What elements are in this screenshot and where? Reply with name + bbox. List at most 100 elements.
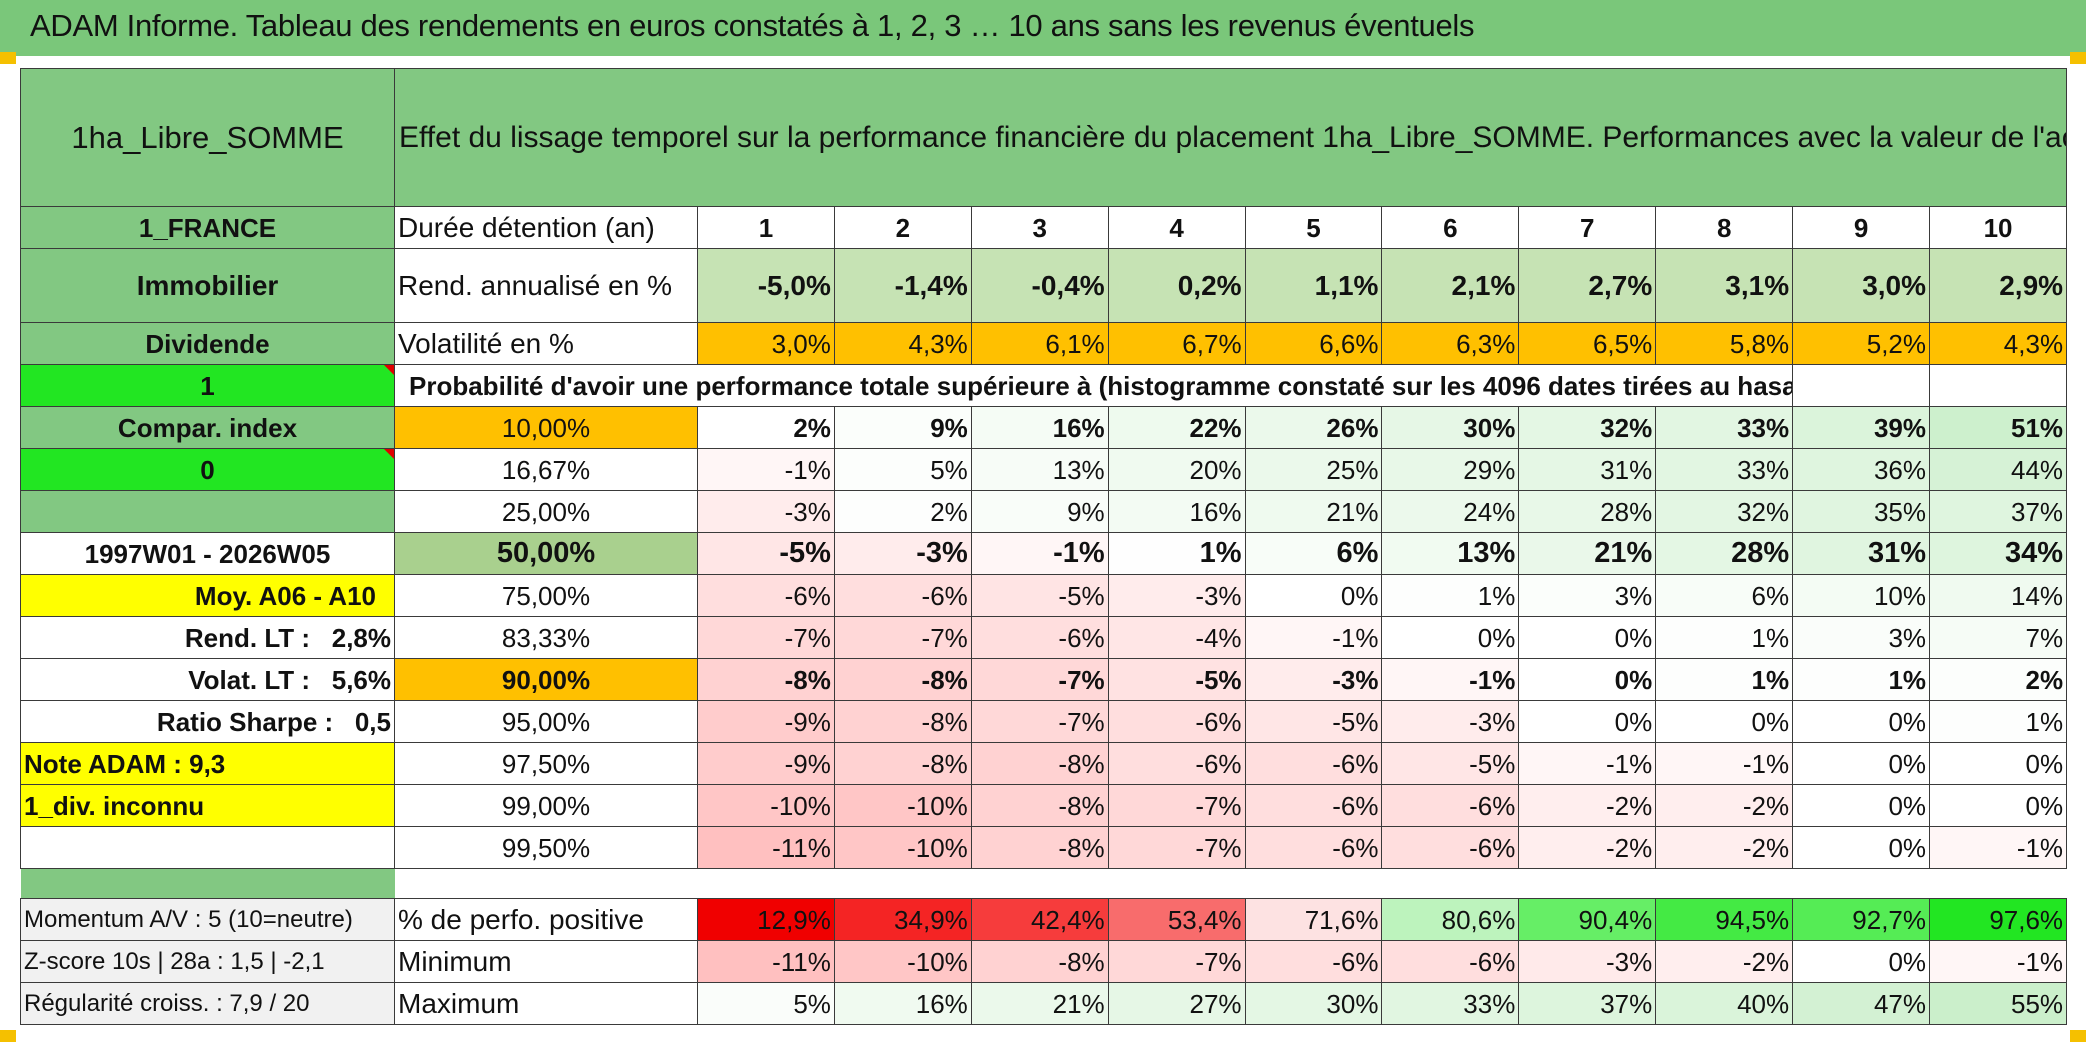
percentile-cell: 13%: [970, 448, 1109, 491]
percentile-label: 97,50%: [394, 742, 698, 785]
percentile-cell: 39%: [1792, 406, 1931, 449]
percentile-cell: 0%: [1792, 742, 1931, 785]
maximum-row: Régularité croiss. : 7,9 / 20 Maximum 5%…: [20, 982, 2068, 1025]
spacer-cell: [394, 868, 2067, 899]
percentile-cell: -8%: [970, 784, 1109, 827]
maximum-cell: 33%: [1381, 982, 1520, 1025]
rend-lt: Rend. LT : 2,8%: [20, 616, 395, 659]
positive-label: % de perfo. positive: [394, 898, 698, 941]
moy-label: Moy. A06 - A10: [20, 574, 395, 617]
flag-one: 1: [20, 364, 395, 407]
prob-title-row: 1 Probabilité d'avoir une performance to…: [20, 364, 2068, 407]
percentile-cell: -5%: [1107, 658, 1246, 701]
percentile-cell: 0%: [1518, 700, 1657, 743]
percentile-row: Moy. A06 - A10 75,00% -6% -6% -5% -3% 0%…: [20, 574, 2068, 617]
percentile-cell: 35%: [1792, 490, 1931, 533]
percentile-cell: 33%: [1655, 406, 1794, 449]
percentile-cell: -6%: [1244, 742, 1383, 785]
percentile-row: Ratio Sharpe : 0,5 95,00% -9% -8% -7% -6…: [20, 700, 2068, 743]
percentile-cell: -1%: [970, 532, 1109, 575]
performance-table: 1ha_Libre_SOMME Effet du lissage tempore…: [20, 68, 2068, 1025]
duration-cell: 9: [1792, 206, 1931, 249]
type-label: Dividende: [20, 322, 395, 365]
percentile-cell: -1%: [1244, 616, 1383, 659]
percentile-cell: -2%: [1518, 826, 1657, 869]
empty-side-cell: [20, 826, 395, 869]
spacer-cell: [20, 868, 395, 899]
percentile-cell: -10%: [833, 784, 972, 827]
corner-marker: [0, 52, 16, 64]
category-label: Immobilier: [20, 248, 395, 323]
percentile-cell: -9%: [697, 742, 835, 785]
percentile-cell: 2%: [833, 490, 972, 533]
percentile-cell: -10%: [833, 826, 972, 869]
percentile-cell: 34%: [1929, 532, 2068, 575]
product-name: 1ha_Libre_SOMME: [20, 68, 395, 207]
report-title: ADAM Informe. Tableau des rendements en …: [30, 8, 1475, 43]
percentile-cell: 1%: [1792, 658, 1931, 701]
country-label: 1_FRANCE: [20, 206, 395, 249]
percentile-label: 75,00%: [394, 574, 698, 617]
table-description: Effet du lissage temporel sur la perform…: [393, 68, 2068, 207]
empty-side-cell: [20, 490, 395, 533]
zscore-label: Z-score 10s | 28a : 1,5 | -2,1: [20, 940, 395, 983]
rend-row: Immobilier Rend. annualisé en % -5,0% -1…: [20, 248, 2068, 323]
percentile-row: Note ADAM : 9,3 97,50% -9% -8% -8% -6% -…: [20, 742, 2068, 785]
minimum-cell: -11%: [697, 940, 835, 983]
volat-label: Volatilité en %: [394, 322, 698, 365]
percentile-cell: 13%: [1381, 532, 1520, 575]
maximum-cell: 21%: [970, 982, 1109, 1025]
volat-lt: Volat. LT : 5,6%: [20, 658, 395, 701]
percentile-cell: -6%: [1107, 742, 1246, 785]
duration-cell: 3: [970, 206, 1109, 249]
rend-cell: -5,0%: [697, 248, 835, 323]
rend-cell: 0,2%: [1107, 248, 1246, 323]
period-label: 1997W01 - 2026W05: [20, 532, 395, 575]
percentile-cell: 9%: [833, 406, 972, 449]
percentile-cell: 6%: [1244, 532, 1383, 575]
percentile-cell: -6%: [1244, 784, 1383, 827]
percentile-row: Compar. index 10,00% 2% 9% 16% 22% 26% 3…: [20, 406, 2068, 449]
percentile-cell: -3%: [697, 490, 835, 533]
flag-zero: 0: [20, 448, 395, 491]
percentile-cell: -8%: [970, 826, 1109, 869]
title-bar: ADAM Informe. Tableau des rendements en …: [0, 0, 2086, 56]
volat-cell: 6,5%: [1518, 322, 1657, 365]
corner-marker: [0, 1030, 16, 1042]
percentile-cell: 30%: [1381, 406, 1520, 449]
percentile-cell: -5%: [1381, 742, 1520, 785]
percentile-cell: -10%: [697, 784, 835, 827]
maximum-cell: 16%: [833, 982, 972, 1025]
percentile-cell: -1%: [1381, 658, 1520, 701]
rend-cell: 3,0%: [1792, 248, 1931, 323]
rend-cell: -1,4%: [833, 248, 972, 323]
percentile-cell: -6%: [1381, 784, 1520, 827]
probability-title: Probabilité d'avoir une performance tota…: [393, 364, 1794, 407]
maximum-cell: 37%: [1518, 982, 1657, 1025]
percentile-cell: 21%: [1518, 532, 1657, 575]
percentile-cell: -5%: [697, 532, 835, 575]
durations-label: Durée détention (an): [394, 206, 698, 249]
percentile-cell: 0%: [1929, 784, 2068, 827]
positive-cell: 42,4%: [970, 898, 1109, 941]
percentile-cell: 2%: [697, 406, 835, 449]
percentile-cell: 1%: [1655, 658, 1794, 701]
percentile-cell: 29%: [1381, 448, 1520, 491]
percentile-cell: 3%: [1518, 574, 1657, 617]
percentile-cell: 32%: [1655, 490, 1794, 533]
volat-cell: 5,2%: [1792, 322, 1931, 365]
percentile-cell: -2%: [1518, 784, 1657, 827]
percentile-cell: 20%: [1107, 448, 1246, 491]
rend-cell: 2,7%: [1518, 248, 1657, 323]
percentile-cell: -7%: [970, 658, 1109, 701]
rend-cell: 3,1%: [1655, 248, 1794, 323]
percentile-cell: -1%: [1929, 826, 2068, 869]
rend-lt-label: Rend. LT :: [184, 622, 311, 653]
percentile-cell: -3%: [1244, 658, 1383, 701]
percentile-cell: -7%: [1107, 784, 1246, 827]
percentile-cell: 3%: [1792, 616, 1931, 659]
duration-cell: 7: [1518, 206, 1657, 249]
positive-cell: 90,4%: [1518, 898, 1657, 941]
sharpe-value: 0,5: [354, 706, 391, 737]
sharpe: Ratio Sharpe : 0,5: [20, 700, 395, 743]
